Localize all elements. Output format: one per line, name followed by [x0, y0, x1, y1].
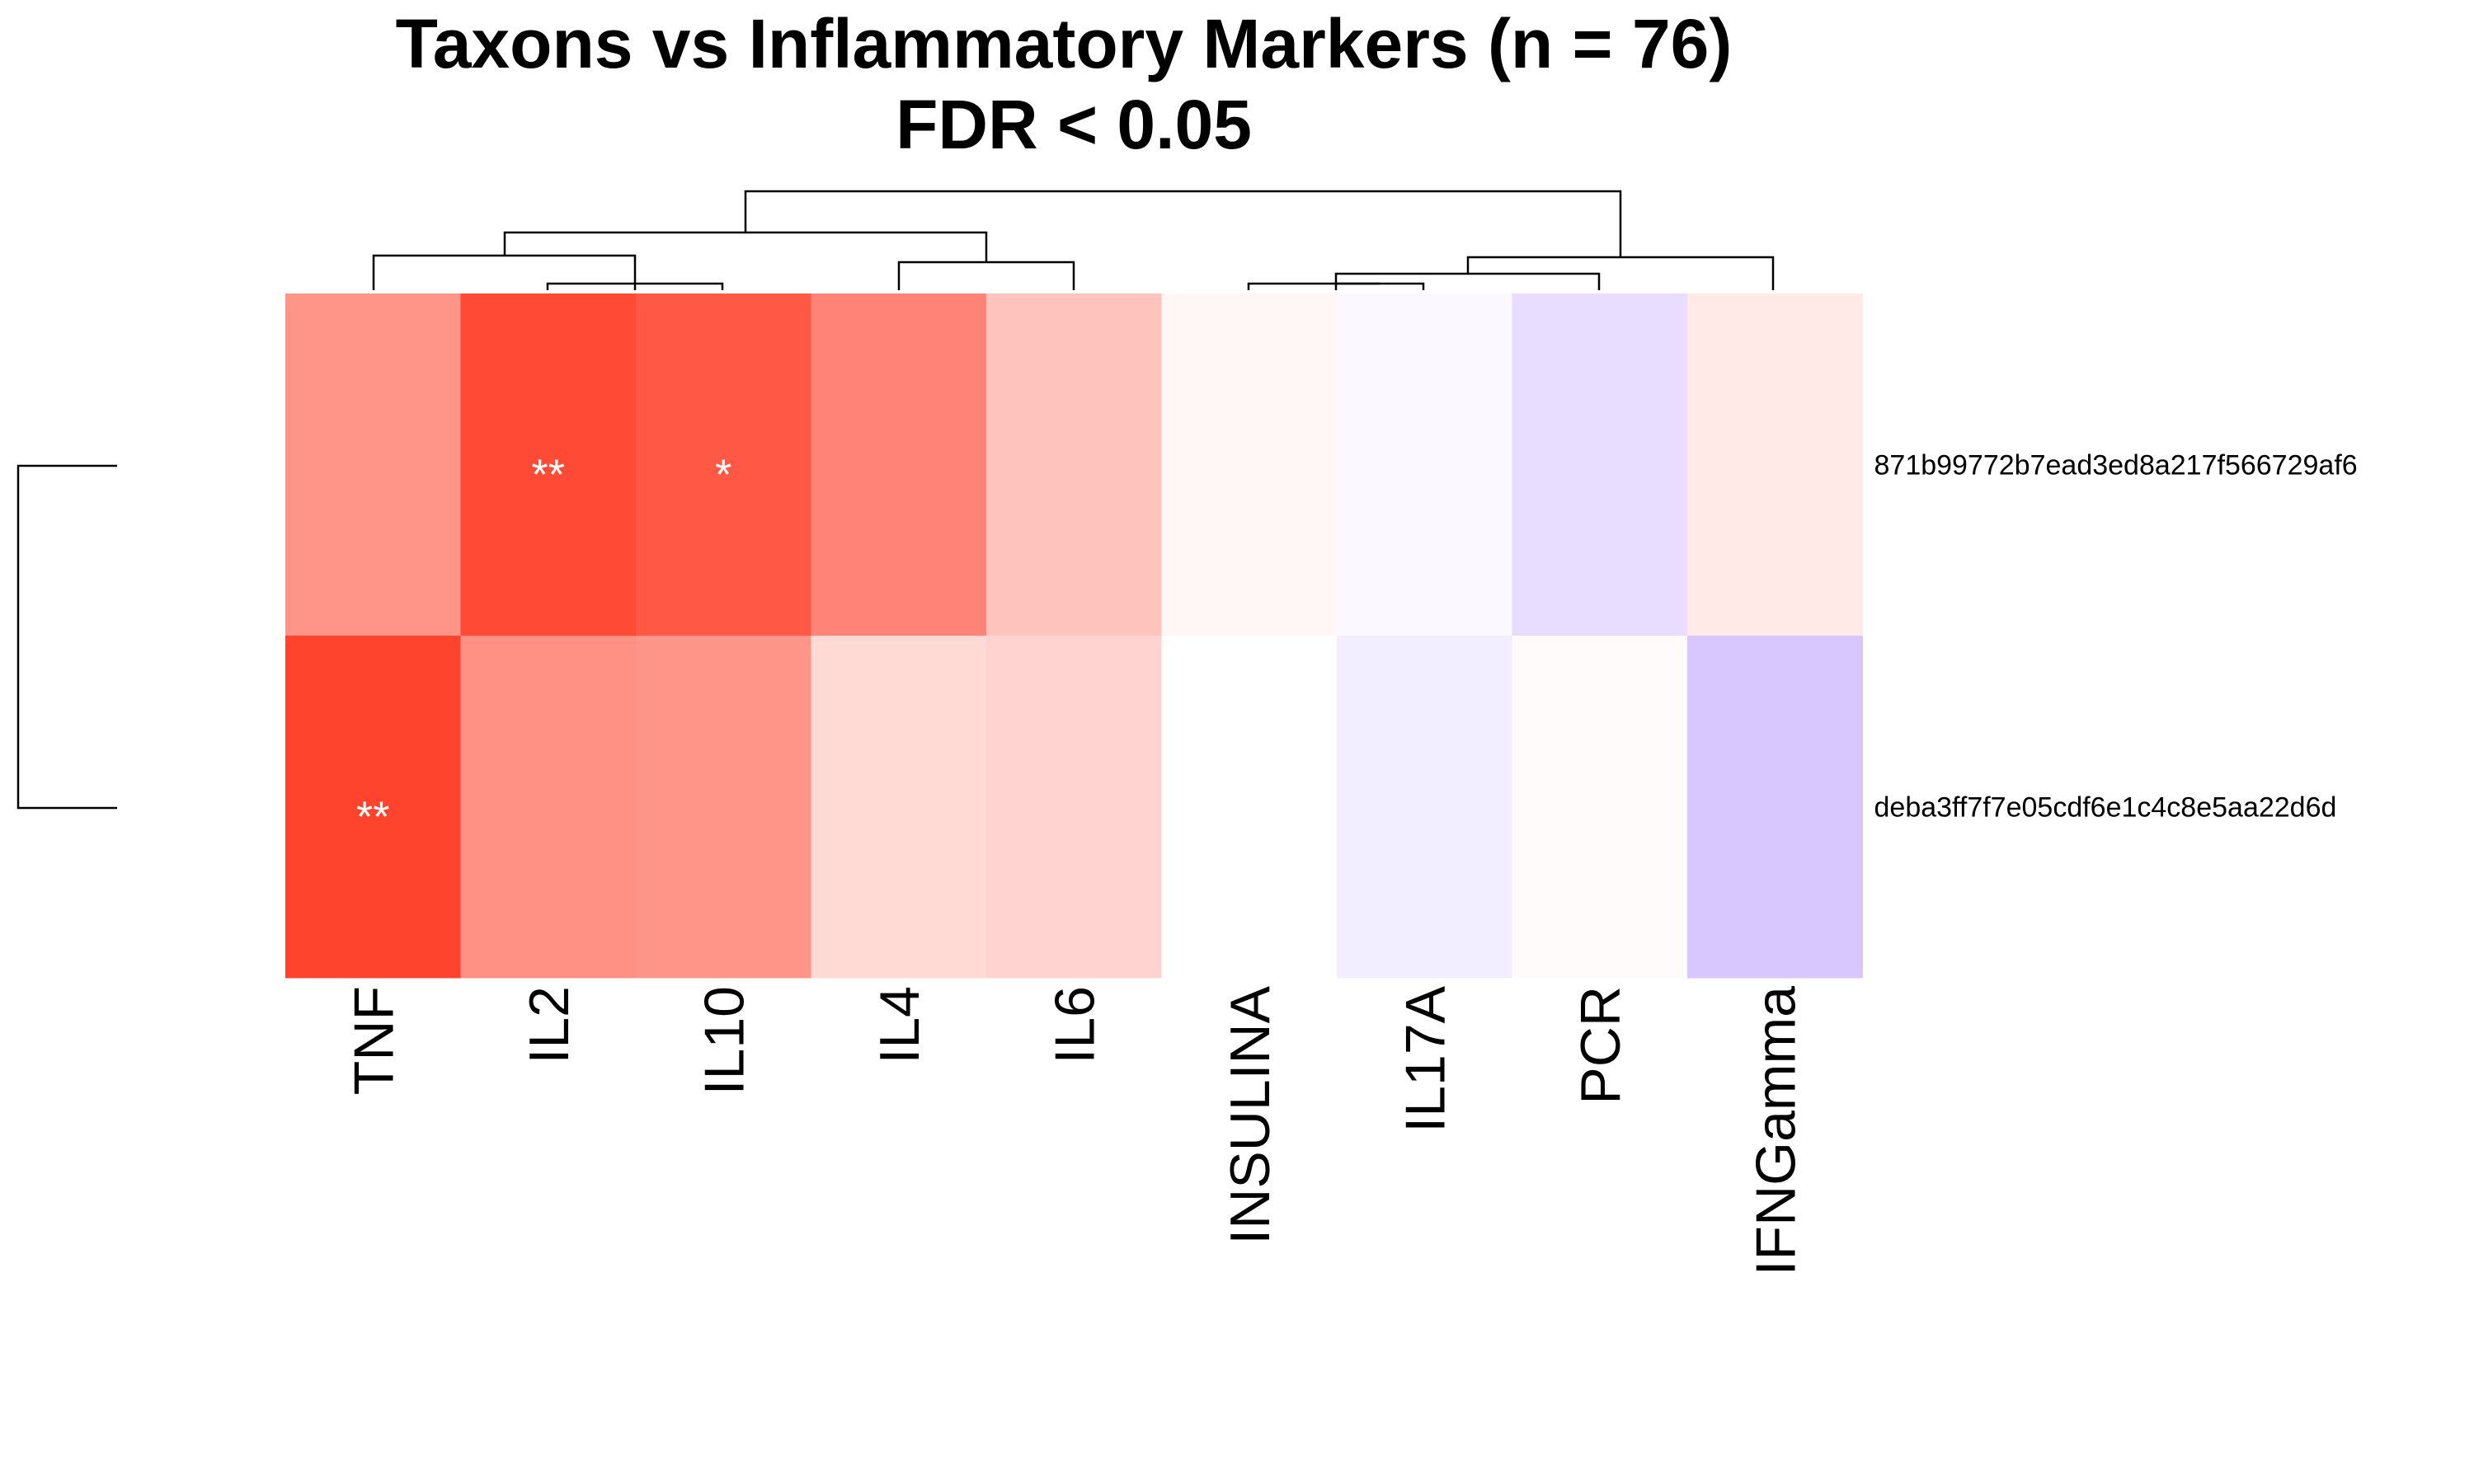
heatmap-cell-2-pcr — [1512, 636, 1688, 979]
heatmap-cell-1-il6 — [986, 294, 1162, 636]
heatmap-cell-2-il2 — [460, 636, 637, 979]
heatmap-cell-2-il6 — [986, 636, 1162, 979]
column-label-tnf: TNF — [342, 986, 405, 1095]
row-dendrogram — [16, 464, 117, 810]
significance-mark-2-tnf: ** — [356, 794, 389, 842]
heatmap-cell-1-tnf — [285, 294, 461, 636]
row-label-2: deba3ff7f7e05cdf6e1c4c8e5aa22d6d — [1874, 792, 2337, 824]
heatmap-cell-1-insulina — [1161, 294, 1338, 636]
heatmap-cell-1-il4 — [811, 294, 987, 636]
heatmap-cell-2-insulina — [1161, 636, 1338, 979]
column-label-il17a: IL17A — [1394, 985, 1456, 1132]
heatmap-cell-1-pcr — [1512, 294, 1688, 636]
column-label-il10: IL10 — [693, 986, 755, 1095]
significance-mark-1-il2: ** — [532, 452, 565, 500]
heatmap-cells — [285, 294, 1863, 979]
heatmap-cell-1-il2 — [460, 294, 637, 636]
heatmap-cell-2-tnf — [285, 636, 461, 979]
heatmap-cell-2-il4 — [811, 636, 987, 979]
chart-subtitle: FDR < 0.05 — [896, 86, 1252, 163]
column-label-il6: IL6 — [1043, 986, 1106, 1064]
heatmap-cell-1-il17a — [1337, 294, 1512, 636]
column-label-insulina: INSULINA — [1219, 985, 1282, 1244]
column-label-pcr: PCR — [1569, 986, 1632, 1105]
row-label-1: 871b99772b7ead3ed8a217f566729af6 — [1874, 450, 2358, 481]
column-dendrogram — [372, 190, 1775, 290]
column-label-ifngamma: IFNGamma — [1744, 986, 1807, 1276]
column-label-il4: IL4 — [868, 986, 931, 1064]
heatmap-cell-2-ifngamma — [1687, 636, 1863, 979]
column-label-il2: IL2 — [518, 986, 581, 1064]
significance-mark-1-il10: * — [715, 452, 731, 500]
heatmap-cell-1-ifngamma — [1687, 294, 1863, 636]
heatmap-cell-2-il10 — [636, 636, 811, 979]
heatmap-cell-2-il17a — [1337, 636, 1512, 979]
chart-title: Taxons vs Inflammatory Markers (n = 76) — [396, 5, 1733, 82]
column-labels: TNF IL2 IL10 IL4 IL6 INSULINA IL17A PCR IFNGamma — [342, 985, 1807, 1275]
row-labels: 871b99772b7ead3ed8a217f566729af6 deba3ff7… — [1874, 450, 2358, 824]
heatmap-cell-1-il10 — [636, 294, 811, 636]
significance-marks: ** *** — [356, 452, 731, 842]
